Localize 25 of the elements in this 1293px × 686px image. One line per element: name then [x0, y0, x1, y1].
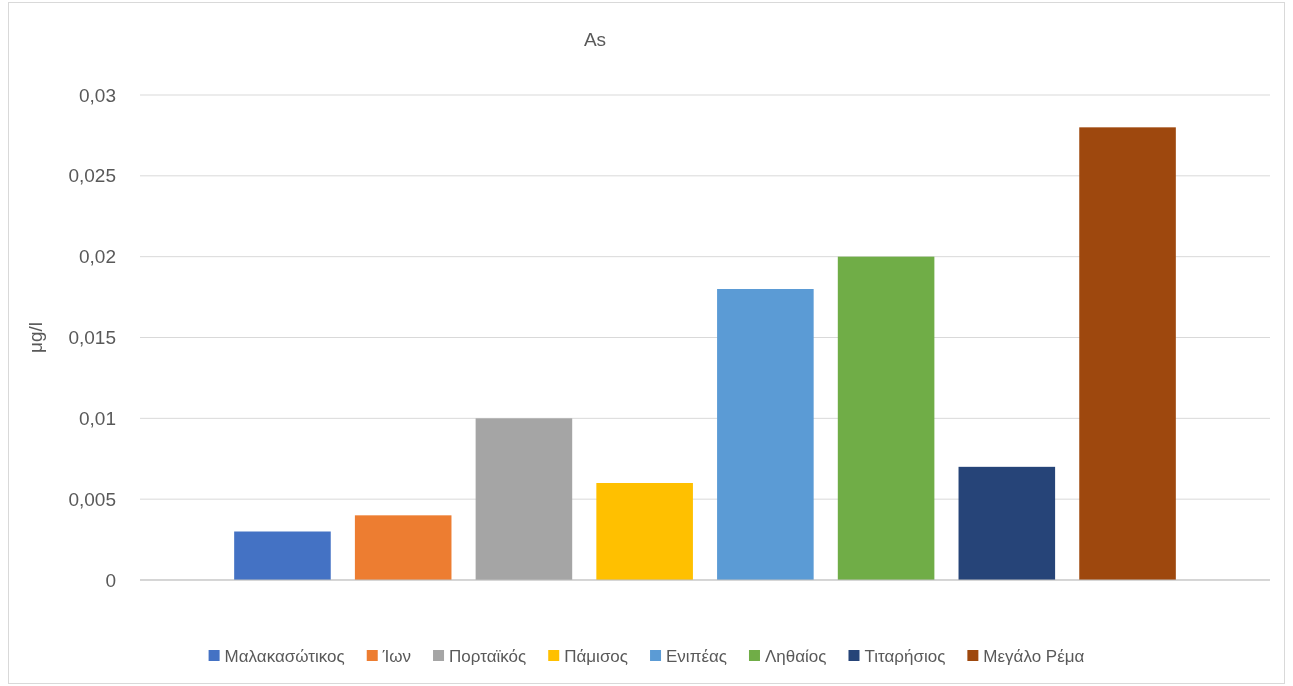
y-tick-label: 0,03: [79, 84, 116, 106]
y-tick-label: 0,015: [68, 327, 116, 349]
y-tick-label: 0,025: [68, 165, 116, 187]
bar: [234, 531, 331, 580]
chart-title: As: [583, 29, 607, 50]
y-tick-label: 0,005: [68, 488, 116, 510]
y-axis-title: μg/l: [25, 321, 46, 354]
bar: [717, 289, 814, 580]
y-tick-label: 0,01: [79, 407, 116, 429]
legend-label: Ενιπέας: [666, 646, 727, 666]
legend-label: Μεγάλο Ρέμα: [983, 646, 1085, 666]
y-tick-label: 0,02: [79, 246, 116, 268]
bar: [837, 256, 935, 580]
legend-label: Ίων: [381, 646, 412, 666]
y-tick-label: 0: [105, 569, 116, 591]
bar: [354, 515, 452, 580]
bar: [958, 466, 1056, 580]
legend-label: Τιταρήσιος: [864, 646, 946, 666]
bar: [475, 418, 573, 580]
legend-label: Ληθαίος: [764, 646, 827, 666]
legend-label: Πάμισος: [564, 646, 629, 666]
bar: [1079, 127, 1176, 580]
legend-label: Μαλακασώτικος: [224, 646, 345, 666]
legend-label: Πορταϊκός: [449, 646, 527, 666]
bar: [596, 483, 693, 580]
